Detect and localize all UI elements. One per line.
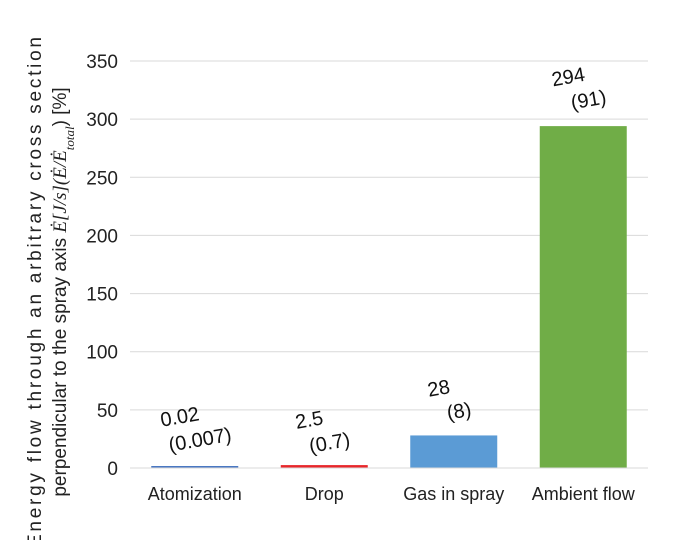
data-label-percent: (8) [445,399,473,425]
data-label-value: 2.5 [294,407,325,433]
data-label-value: 294 [550,64,587,91]
bar [410,435,498,468]
y-tick-label: 250 [86,168,118,189]
y-tick-label: 200 [86,226,118,247]
y-tick-label: 50 [97,401,118,422]
data-label-percent: (91) [569,87,608,115]
x-tick-label: Gas in spray [403,484,504,504]
y-axis-label-line2-math: Ė[J/s](Ė/Ė [50,150,71,234]
y-axis-label: Energy flow through an arbitrary cross s… [25,37,77,540]
x-tick-label: Ambient flow [532,484,636,504]
y-tick-label: 300 [86,110,118,131]
data-label-percent: (0.7) [307,429,351,458]
y-axis-label-line2-text: perpendicular to the spray axis [50,233,71,497]
y-axis-label-line2-end: ) [%] [50,87,71,126]
y-tick-label: 0 [107,459,118,480]
x-axis-categories: Atomization Drop Gas in spray Ambient flow [148,484,636,504]
y-axis-label-line2: perpendicular to the spray axis Ė[J/s](Ė… [50,87,77,496]
data-label-value: 0.02 [159,403,201,431]
bar [539,126,627,469]
data-label-value: 28 [426,376,452,402]
x-tick-label: Drop [305,484,344,504]
y-axis-ticks: 0 50 100 150 200 250 300 350 [86,52,118,480]
y-tick-label: 100 [86,343,118,364]
data-label-group: 0.02(0.007) [159,403,233,456]
y-axis-label-line2-subscript: total [62,126,77,150]
y-tick-label: 150 [86,285,118,306]
bars [151,126,627,469]
bar [151,466,239,468]
bar [280,465,368,468]
x-tick-label: Atomization [148,484,242,504]
gridlines [130,60,648,411]
data-label-group: 2.5(0.7) [294,407,352,458]
y-axis-label-line1: Energy flow through an arbitrary cross s… [25,37,46,540]
data-label-group: 294(91) [550,64,608,115]
y-tick-label: 350 [86,52,118,73]
data-label-group: 28(8) [426,376,473,425]
